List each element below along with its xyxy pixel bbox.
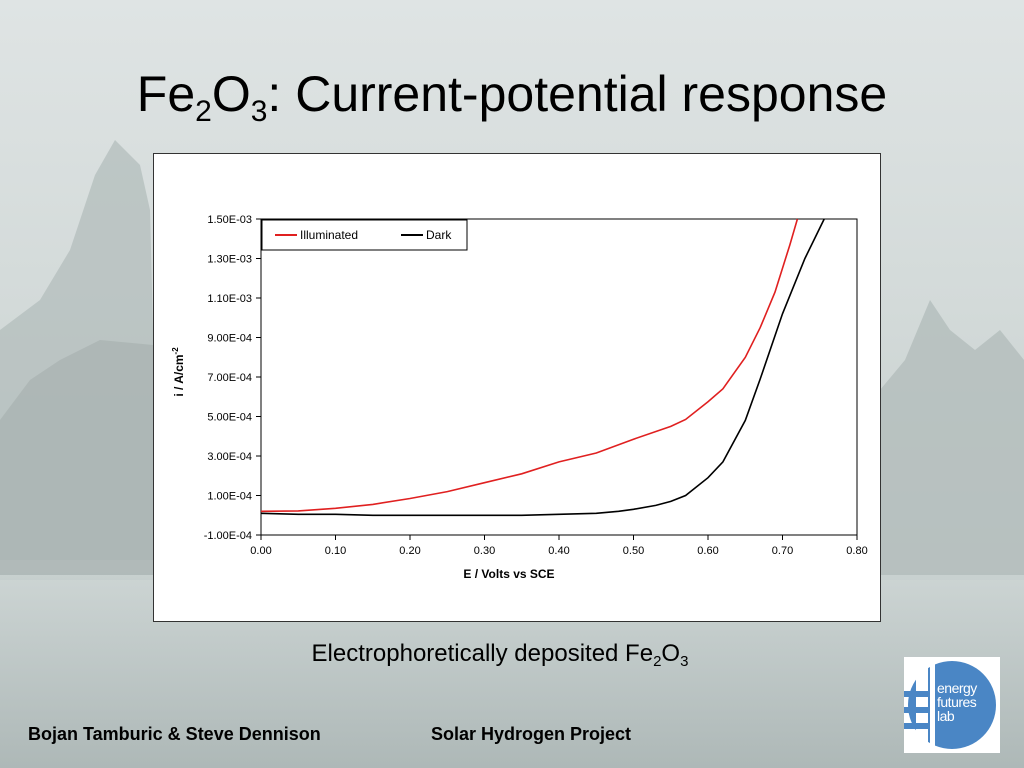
y-tick-label: 1.00E-04 xyxy=(207,491,252,503)
series-line-illuminated xyxy=(260,218,799,513)
x-axis-label: E / Volts vs SCE xyxy=(463,567,554,581)
series-line-dark xyxy=(260,218,825,517)
slide-title: Fe2O3: Current-potential response xyxy=(136,66,888,128)
legend-label-dark: Dark xyxy=(426,228,452,242)
y-tick-label: -1.00E-04 xyxy=(204,530,252,542)
y-tick-label: 1.50E-03 xyxy=(207,214,252,226)
logo-line-1: energy xyxy=(937,680,977,696)
y-tick-label: 1.10E-03 xyxy=(207,293,252,305)
x-tick-label: 0.20 xyxy=(399,545,420,557)
x-tick-label: 0.40 xyxy=(548,545,569,557)
chart-caption: Electrophoretically deposited Fe2O3 xyxy=(311,640,689,670)
footer-authors: Bojan Tamburic & Steve Dennison xyxy=(28,724,321,744)
y-tick-label: 1.30E-03 xyxy=(207,254,252,266)
energy-futures-lab-logo: energy futures lab xyxy=(904,657,1000,753)
logo-line-2: futures xyxy=(937,694,977,710)
y-axis-label: i / A/cm-2 xyxy=(171,347,186,397)
x-tick-label: 0.50 xyxy=(623,545,644,557)
logo-line-3: lab xyxy=(937,708,955,724)
footer-project: Solar Hydrogen Project xyxy=(431,724,632,744)
y-tick-label: 5.00E-04 xyxy=(207,412,252,424)
chart-frame: 0.00 0.10 0.20 0.30 0.40 0.50 0.60 0.70 0.80 -1.0… xyxy=(153,153,881,622)
x-tick-label: 0.70 xyxy=(772,545,793,557)
x-tick-label: 0.10 xyxy=(325,545,346,557)
plot-area xyxy=(260,218,858,536)
y-tick-label: 9.00E-04 xyxy=(207,333,252,345)
x-tick-label: 0.60 xyxy=(697,545,718,557)
y-tick-label: 7.00E-04 xyxy=(207,372,252,384)
logo-mark-icon xyxy=(904,657,996,753)
x-tick-label: 0.30 xyxy=(474,545,495,557)
legend-label-illuminated: Illuminated xyxy=(300,228,358,242)
chart: 0.00 0.10 0.20 0.30 0.40 0.50 0.60 0.70 0.80 -1.0… xyxy=(171,214,868,581)
y-tick-label: 3.00E-04 xyxy=(207,451,252,463)
x-tick-label: 0.00 xyxy=(250,545,271,557)
x-tick-label: 0.80 xyxy=(846,545,867,557)
